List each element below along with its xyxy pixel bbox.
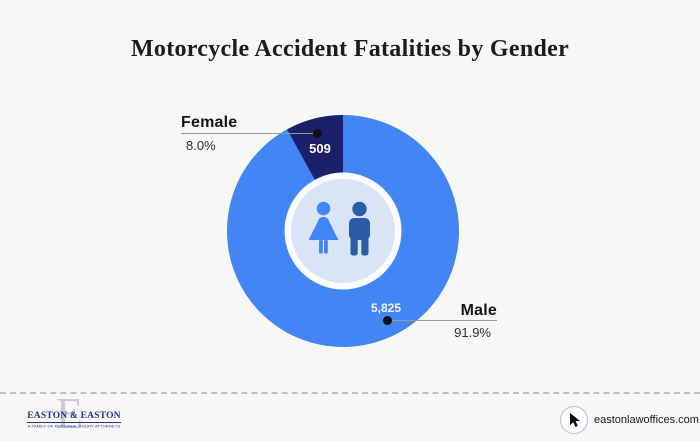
callout-percent-male: 91.9% [454, 325, 491, 340]
chart-title: Motorcycle Accident Fatalities by Gender [130, 36, 570, 62]
logo-monogram: E [56, 389, 83, 438]
website-link[interactable]: eastonlawoffices.com [560, 406, 699, 434]
callout-label-male: Male [460, 302, 497, 319]
leader-line-male [387, 320, 497, 321]
website-text: eastonlawoffices.com [594, 414, 699, 426]
slice-value-male: 5,825 [370, 301, 402, 315]
logo-name: EASTON & EASTON [27, 411, 121, 423]
donut-hole [291, 179, 395, 283]
female-icon [308, 201, 339, 254]
logo-tagline: A FAMILY OF PERSONAL INJURY ATTORNEYS [27, 424, 121, 429]
slice-value-female: 509 [309, 141, 331, 156]
leader-dot-female [313, 129, 322, 138]
cursor-icon [560, 406, 588, 434]
donut-chart [227, 115, 459, 347]
leader-dot-male [383, 316, 392, 325]
leader-line-female [181, 133, 318, 134]
callout-label-female: Female [181, 114, 238, 131]
dashed-divider [0, 392, 700, 394]
callout-percent-female: 8.0% [186, 138, 216, 153]
easton-logo: E EASTON & EASTON A FAMILY OF PERSONAL I… [27, 392, 137, 440]
male-icon [349, 201, 370, 256]
